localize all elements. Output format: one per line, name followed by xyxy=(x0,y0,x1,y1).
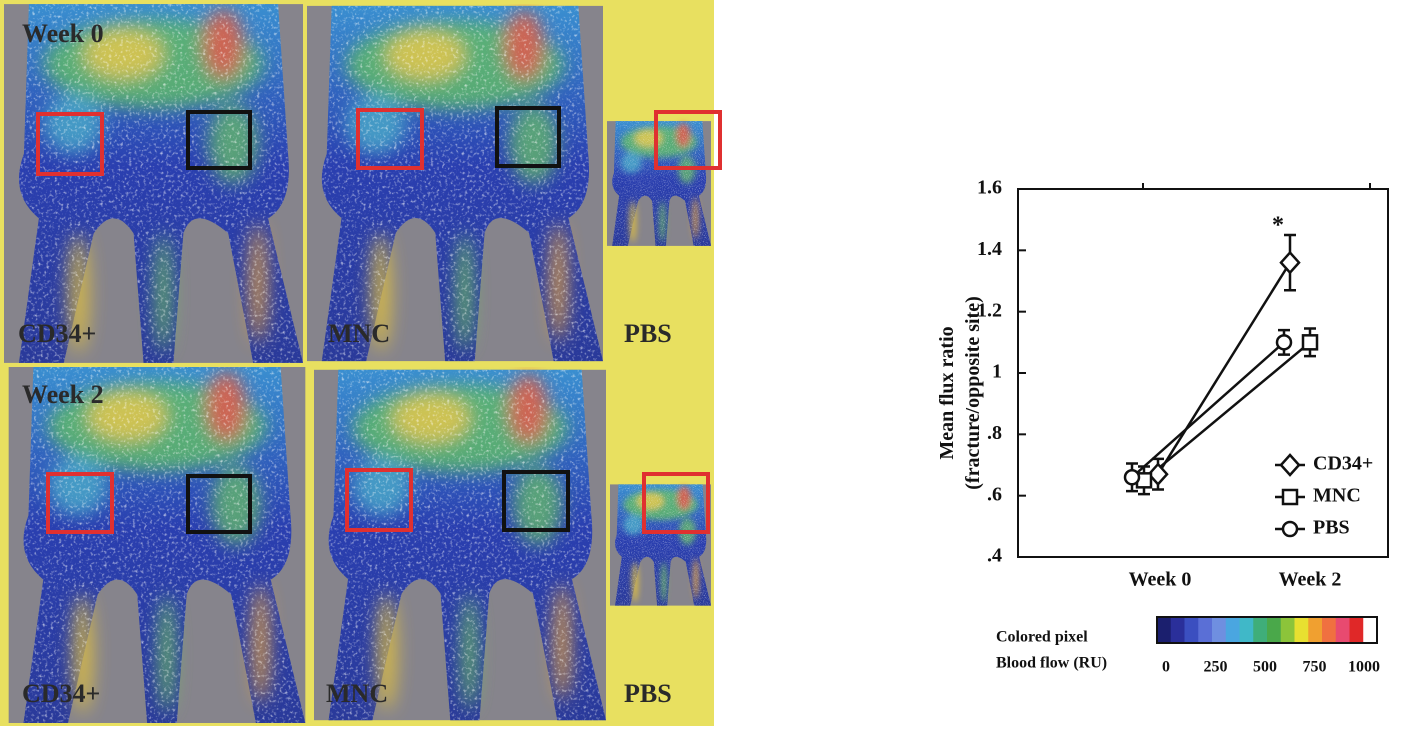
y-tick-label: .6 xyxy=(987,483,1002,505)
x-tick-label: Week 0 xyxy=(1129,569,1192,591)
colorbar-swatch xyxy=(1322,617,1336,643)
image-panel xyxy=(607,121,711,246)
y-tick-label: .4 xyxy=(987,545,1002,567)
colorbar-title: Blood flow (RU) xyxy=(996,655,1107,672)
series-line xyxy=(1158,263,1290,475)
annotation: * xyxy=(1272,213,1284,239)
panel-label: PBS xyxy=(624,319,672,348)
colorbar-swatch xyxy=(1308,617,1322,643)
row-label: Week 2 xyxy=(22,380,104,409)
colorbar-swatch xyxy=(1350,617,1364,643)
row-label: Week 0 xyxy=(22,19,104,48)
colorbar-tick-label: 500 xyxy=(1253,659,1277,676)
marker xyxy=(1125,470,1139,484)
panel-label: CD34+ xyxy=(22,679,100,708)
image-panel xyxy=(307,6,603,361)
colorbar: Colored pixel Blood flow (RU) 0 250 500 750… xyxy=(996,617,1380,676)
colorbar-swatch xyxy=(1363,617,1377,643)
colorbar-swatch xyxy=(1157,617,1171,643)
colorbar-swatch xyxy=(1240,617,1254,643)
image-panel xyxy=(4,4,303,363)
colorbar-tick-label: 1000 xyxy=(1348,659,1380,676)
colorbar-swatch xyxy=(1281,617,1295,643)
marker xyxy=(1277,335,1291,349)
colorbar-tick-label: 250 xyxy=(1204,659,1228,676)
colorbar-swatch xyxy=(1295,617,1309,643)
x-tick-label: Week 2 xyxy=(1279,569,1342,591)
panel-label: PBS xyxy=(624,679,672,708)
colorbar-swatch xyxy=(1212,617,1226,643)
colorbar-swatch xyxy=(1185,617,1199,643)
legend-label: MNC xyxy=(1313,485,1361,507)
y-tick-label: .8 xyxy=(987,422,1002,444)
image-panel xyxy=(610,484,711,605)
panel-label: MNC xyxy=(328,319,390,348)
legend-marker xyxy=(1283,490,1297,504)
y-axis-label-line: (fracture/opposite site) xyxy=(962,296,984,489)
image-panel xyxy=(9,367,306,723)
colorbar-swatch xyxy=(1267,617,1281,643)
y-tick-label: 1.4 xyxy=(977,238,1002,260)
legend-label: PBS xyxy=(1313,517,1350,539)
figure: Week 0 Week 2 CD34+ MNC PBS CD34+ MNC PB… xyxy=(0,0,1413,726)
marker xyxy=(1281,253,1299,273)
legend-marker xyxy=(1281,455,1299,475)
legend-marker xyxy=(1283,522,1297,536)
colorbar-swatch xyxy=(1226,617,1240,643)
y-tick-label: 1.6 xyxy=(977,177,1002,199)
y-axis-label-line: Mean flux ratio xyxy=(936,326,958,459)
legend-label: CD34+ xyxy=(1313,453,1373,475)
colorbar-swatch xyxy=(1198,617,1212,643)
colorbar-swatch xyxy=(1171,617,1185,643)
y-tick-label: 1 xyxy=(992,361,1002,383)
colorbar-swatch xyxy=(1253,617,1267,643)
image-panel xyxy=(314,370,606,720)
colorbar-tick-label: 750 xyxy=(1303,659,1327,676)
y-axis-label: Mean flux ratio(fracture/opposite site) xyxy=(936,296,984,489)
panel-label: CD34+ xyxy=(18,319,96,348)
panel-label: MNC xyxy=(326,679,388,708)
colorbar-title: Colored pixel xyxy=(996,629,1088,646)
image-grid: Week 0 Week 2 CD34+ MNC PBS CD34+ MNC PB… xyxy=(0,0,720,726)
colorbar-swatch xyxy=(1336,617,1350,643)
colorbar-tick-label: 0 xyxy=(1162,659,1170,676)
series-line xyxy=(1132,342,1284,477)
marker xyxy=(1303,335,1317,349)
